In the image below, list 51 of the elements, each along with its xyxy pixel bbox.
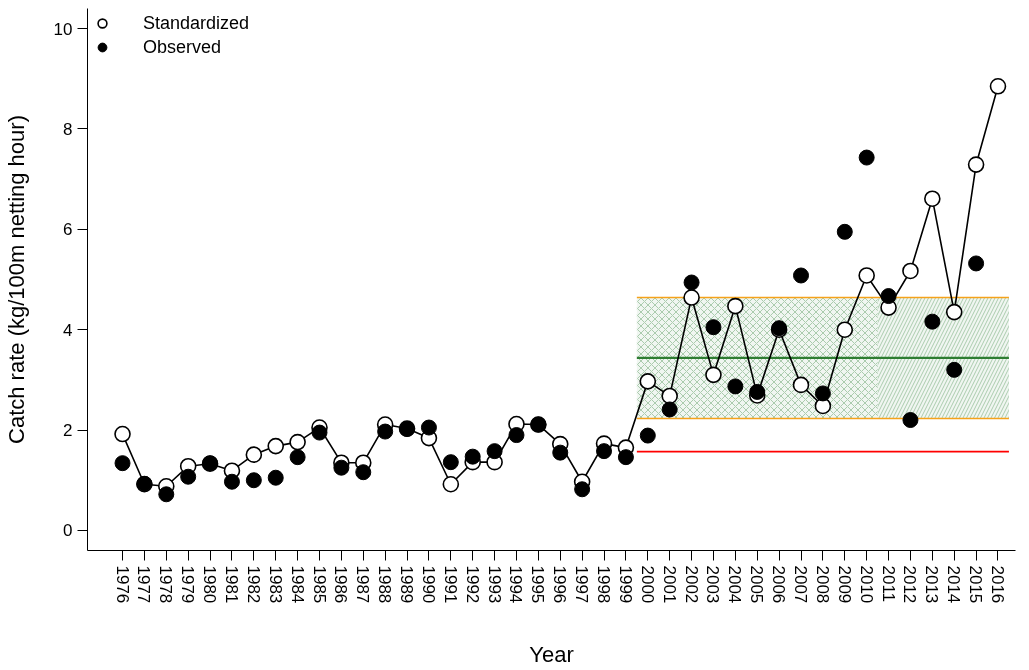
- y-axis-title: Catch rate (kg/100m netting hour): [3, 115, 29, 444]
- x-tick-label: 1984: [287, 565, 307, 604]
- x-tick-label: 2002: [681, 565, 701, 604]
- x-axis-title: Year: [529, 642, 574, 668]
- x-tick-label: 2011: [878, 565, 898, 603]
- x-tick-label: 1989: [397, 565, 417, 604]
- legend-label: Standardized: [143, 12, 250, 34]
- y-tick-label: 6: [63, 220, 73, 240]
- x-tick-label: 2003: [703, 565, 723, 604]
- x-tick-label: 2007: [791, 565, 811, 604]
- x-tick-label: 1978: [156, 565, 176, 604]
- legend-label: Observed: [143, 36, 222, 58]
- x-tick-label: 1996: [550, 565, 570, 604]
- x-tick-label: 1994: [506, 565, 526, 604]
- x-tick-label: 1982: [243, 565, 263, 604]
- x-tick-label: 2000: [637, 565, 657, 604]
- x-tick-label: 2015: [966, 565, 986, 604]
- x-tick-label: 1988: [375, 565, 395, 604]
- x-tick-label: 1987: [353, 565, 373, 604]
- x-tick-label: 2012: [900, 565, 920, 604]
- x-tick-label: 1999: [615, 565, 635, 604]
- y-tick-label: 4: [63, 320, 73, 340]
- x-tick-label: 1995: [528, 565, 548, 604]
- x-tick-label: 1985: [309, 565, 329, 604]
- x-tick-label: 2009: [834, 565, 854, 604]
- x-tick-label: 1977: [134, 565, 154, 604]
- x-tick-label: 2006: [769, 565, 789, 604]
- x-tick-label: 2010: [856, 565, 876, 604]
- x-tick-label: 1992: [462, 565, 482, 604]
- y-tick-label: 0: [63, 521, 73, 541]
- x-tick-label: 1981: [221, 565, 241, 604]
- y-tick-label: 2: [63, 421, 73, 441]
- y-tick-label: 10: [53, 19, 73, 39]
- x-tick-label: 2013: [922, 565, 942, 604]
- x-tick-label: 1993: [484, 565, 504, 604]
- x-tick-label: 2014: [944, 565, 964, 604]
- x-tick-label: 2016: [987, 565, 1007, 604]
- x-tick-label: 1998: [594, 565, 614, 604]
- x-tick-label: 2004: [725, 565, 745, 604]
- x-tick-label: 1990: [418, 565, 438, 604]
- x-tick-label: 2005: [747, 565, 767, 604]
- x-tick-label: 1976: [112, 565, 132, 604]
- x-tick-label: 1980: [200, 565, 220, 604]
- y-tick-label: 8: [63, 119, 73, 139]
- x-tick-label: 1991: [440, 565, 460, 604]
- x-tick-label: 2001: [659, 565, 679, 604]
- x-tick-label: 1997: [572, 565, 592, 604]
- x-tick-label: 1986: [331, 565, 351, 604]
- x-tick-label: 2008: [812, 565, 832, 604]
- x-tick-label: 1979: [178, 565, 198, 604]
- x-tick-label: 1983: [265, 565, 285, 604]
